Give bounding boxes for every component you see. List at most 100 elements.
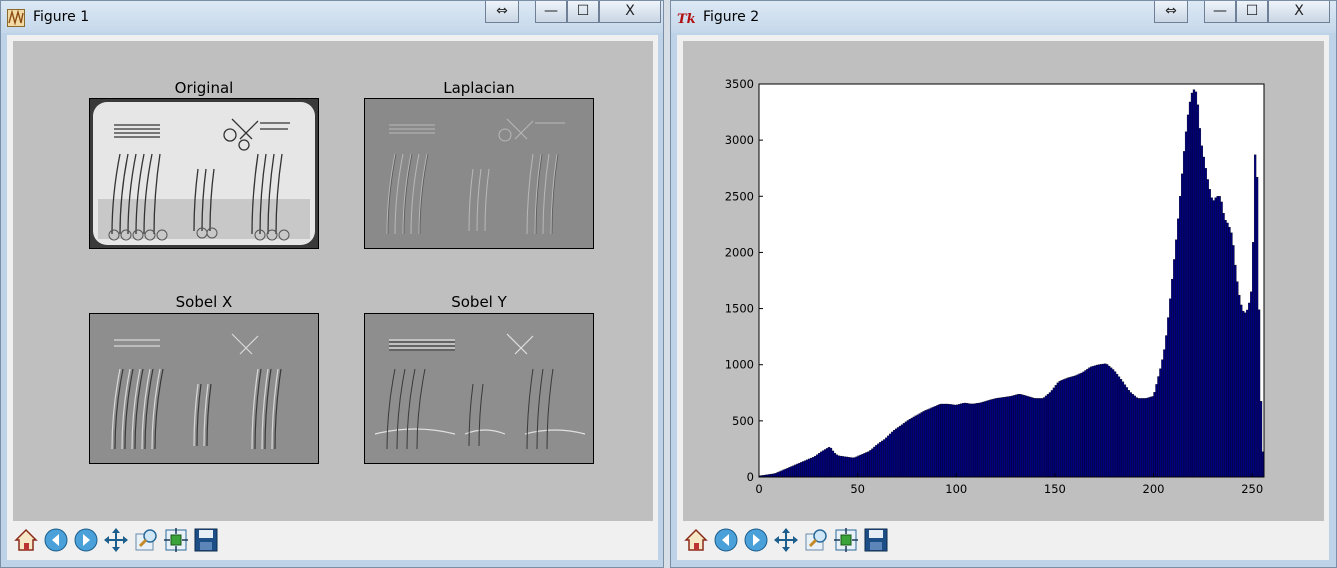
histogram-bar xyxy=(1098,364,1101,478)
histogram-bar xyxy=(1044,395,1048,478)
zoom-icon[interactable] xyxy=(133,527,159,553)
histogram-bar xyxy=(1113,371,1117,478)
histogram-bar xyxy=(1090,366,1093,478)
histogram-bar xyxy=(912,416,915,478)
forward-icon[interactable] xyxy=(73,527,99,553)
subplot-title-original: Original xyxy=(174,79,234,97)
maximize-button[interactable]: ☐ xyxy=(1236,1,1268,23)
histogram-bar xyxy=(1094,365,1097,478)
swap-button[interactable]: ⇔ xyxy=(1154,1,1188,23)
histogram-bar xyxy=(786,468,789,478)
histogram-bar xyxy=(928,408,931,478)
histogram-bar xyxy=(924,410,927,478)
zoom-icon[interactable] xyxy=(803,527,829,553)
histogram-bar xyxy=(1165,335,1168,478)
minimize-button[interactable]: — xyxy=(1204,1,1236,23)
histogram-bar xyxy=(920,412,923,478)
histogram-bar xyxy=(1147,397,1150,478)
save-icon[interactable] xyxy=(863,527,889,553)
subplots-icon[interactable] xyxy=(833,527,859,553)
histogram-bar xyxy=(894,428,898,478)
figure1-canvas[interactable]: Original xyxy=(13,41,653,521)
histogram-bar xyxy=(940,403,943,478)
subplot-title-laplacian: Laplacian xyxy=(443,79,515,97)
back-icon[interactable] xyxy=(713,527,739,553)
forward-icon[interactable] xyxy=(743,527,769,553)
histogram-bar xyxy=(1080,372,1083,478)
histogram-bar xyxy=(999,397,1002,478)
histogram-bar xyxy=(1100,364,1103,478)
histogram-bar xyxy=(865,452,868,478)
histogram-bar xyxy=(1127,390,1131,478)
histogram-bar xyxy=(1001,397,1004,478)
figure2-window: Tk Figure 2 ⇔ — ☐ X 0 50 100 150 200 250 0 500 1… xyxy=(670,0,1337,568)
maximize-button[interactable]: ☐ xyxy=(567,1,599,23)
histogram-bar xyxy=(833,452,837,478)
histogram-bar xyxy=(1003,396,1006,478)
histogram-bar xyxy=(1161,359,1164,478)
x-tick-label: 150 xyxy=(1044,482,1066,496)
histogram-bar xyxy=(1060,380,1063,478)
pan-icon[interactable] xyxy=(773,527,799,553)
minimize-button[interactable]: — xyxy=(535,1,567,23)
histogram-bar xyxy=(1253,154,1257,478)
histogram-bar xyxy=(1017,394,1020,478)
x-tick-label: 50 xyxy=(850,482,865,496)
swap-button[interactable]: ⇔ xyxy=(485,1,519,23)
histogram-bar xyxy=(916,414,919,478)
close-button[interactable]: X xyxy=(599,1,661,23)
histogram-bar xyxy=(1143,398,1146,478)
histogram-bar xyxy=(823,449,827,478)
histogram-bar xyxy=(1115,373,1119,478)
histogram-bar xyxy=(837,455,841,478)
histogram-bar xyxy=(1228,227,1231,478)
histogram-bar xyxy=(983,401,987,478)
histogram-bar xyxy=(1038,398,1042,478)
histogram-bar xyxy=(1111,369,1115,478)
histogram-bar xyxy=(956,404,959,478)
histogram-bar xyxy=(896,427,900,478)
histogram-bar xyxy=(1042,397,1046,478)
figure1-titlebar[interactable]: Figure 1 ⇔ — ☐ X xyxy=(1,1,663,33)
home-icon[interactable] xyxy=(683,527,709,553)
figure2-titlebar[interactable]: Tk Figure 2 ⇔ — ☐ X xyxy=(671,1,1336,33)
tk-icon: Tk xyxy=(677,9,696,27)
subplots-icon[interactable] xyxy=(163,527,189,553)
pan-icon[interactable] xyxy=(103,527,129,553)
histogram-bar xyxy=(1076,374,1079,478)
laplacian-image xyxy=(364,98,594,249)
histogram-bar xyxy=(1238,294,1241,478)
histogram-bar xyxy=(808,458,811,478)
histogram-bar xyxy=(1145,397,1148,478)
figure2-canvas[interactable]: 0 50 100 150 200 250 0 500 1000 1500 2000 2500 3000 3… xyxy=(683,41,1324,521)
histogram-bar xyxy=(778,471,781,478)
histogram-bar xyxy=(1119,379,1123,478)
histogram-bar xyxy=(1192,89,1196,478)
histogram-bar xyxy=(971,403,975,478)
histogram-bar xyxy=(1013,395,1016,478)
histogram-bar xyxy=(873,446,876,478)
close-button[interactable]: X xyxy=(1268,1,1330,23)
x-tick-label: 200 xyxy=(1143,482,1165,496)
histogram-bar xyxy=(798,462,801,478)
histogram-bar xyxy=(1070,376,1073,478)
subplot-title-sobel-y: Sobel Y xyxy=(451,293,507,311)
histogram-bar xyxy=(1163,349,1166,478)
back-icon[interactable] xyxy=(43,527,69,553)
histogram-bar xyxy=(948,404,951,478)
histogram-bar xyxy=(1129,392,1132,478)
histogram-bar xyxy=(960,403,963,478)
histogram-bar xyxy=(806,459,809,478)
histogram-bar xyxy=(1218,196,1221,478)
save-icon[interactable] xyxy=(193,527,219,553)
window-title: Figure 2 xyxy=(703,9,760,25)
histogram-bar xyxy=(1259,401,1263,478)
home-icon[interactable] xyxy=(13,527,39,553)
histogram-bar xyxy=(1198,128,1202,478)
histogram-bar xyxy=(1230,232,1233,478)
histogram-bar xyxy=(1216,196,1219,478)
histogram-bar xyxy=(981,401,985,478)
histogram-bar xyxy=(847,457,850,478)
histogram-bar xyxy=(831,450,835,478)
histogram-bar xyxy=(877,443,880,478)
